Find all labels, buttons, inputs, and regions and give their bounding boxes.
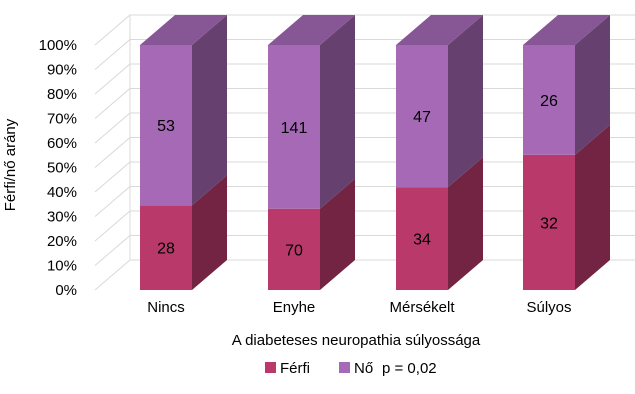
data-labels: 28 53 70 141 34 47 32 26 bbox=[157, 93, 558, 259]
y-tick-label: 60% bbox=[47, 135, 77, 152]
x-tick-label: Nincs bbox=[147, 299, 185, 316]
bar-side bbox=[192, 15, 227, 206]
bar-top bbox=[268, 15, 355, 45]
legend-swatch bbox=[339, 362, 350, 373]
data-label: 141 bbox=[281, 120, 308, 137]
bar bbox=[523, 154, 575, 290]
bar bbox=[140, 205, 192, 290]
bar bbox=[268, 45, 320, 209]
y-axis-ticks: 0% 10% 20% 30% 40% 50% 60% 70% 80% 90% 100% bbox=[39, 37, 77, 299]
bar-side bbox=[448, 157, 483, 290]
bars bbox=[140, 15, 610, 291]
bar bbox=[268, 208, 320, 290]
y-tick-label: 90% bbox=[47, 62, 77, 79]
x-axis-title: A diabeteses neuropathia súlyossága bbox=[232, 332, 481, 349]
y-tick-label: 100% bbox=[39, 37, 77, 54]
x-tick-label: Mérsékelt bbox=[389, 299, 455, 316]
y-axis-title: Férfi/nő arány bbox=[2, 118, 19, 211]
x-axis-ticks: Nincs Enyhe Mérsékelt Súlyos bbox=[147, 299, 571, 316]
bar-side bbox=[320, 15, 355, 209]
legend: Férfi Nő p = 0,02 bbox=[265, 360, 437, 377]
bar-side bbox=[192, 175, 227, 290]
bar-side bbox=[320, 178, 355, 290]
data-label: 47 bbox=[413, 109, 431, 126]
bar-side bbox=[448, 15, 483, 188]
bar-side bbox=[575, 15, 610, 155]
bar-top bbox=[396, 15, 483, 45]
data-label: 70 bbox=[285, 242, 303, 259]
bar bbox=[396, 187, 448, 290]
legend-label: Nő bbox=[354, 360, 373, 377]
y-tick-label: 20% bbox=[47, 233, 77, 250]
bar bbox=[523, 45, 575, 155]
legend-label: Férfi bbox=[280, 360, 310, 377]
y-tick-label: 50% bbox=[47, 160, 77, 177]
data-label: 26 bbox=[540, 93, 558, 110]
y-tick-label: 70% bbox=[47, 111, 77, 128]
y-tick-label: 30% bbox=[47, 209, 77, 226]
data-label: 53 bbox=[157, 118, 175, 135]
data-label: 32 bbox=[540, 215, 558, 232]
x-tick-label: Enyhe bbox=[273, 299, 316, 316]
y-tick-label: 0% bbox=[55, 282, 77, 299]
y-tick-label: 80% bbox=[47, 86, 77, 103]
data-label: 34 bbox=[413, 232, 431, 249]
legend-annotation: p = 0,02 bbox=[382, 360, 437, 377]
bar bbox=[396, 45, 448, 188]
bar-side bbox=[575, 124, 610, 291]
bar bbox=[140, 45, 192, 206]
data-label: 28 bbox=[157, 241, 175, 258]
x-tick-label: Súlyos bbox=[526, 299, 571, 316]
y-tick-label: 10% bbox=[47, 258, 77, 275]
legend-swatch bbox=[265, 362, 276, 373]
bar-top bbox=[523, 15, 610, 45]
bar-top bbox=[140, 15, 227, 45]
y-tick-label: 40% bbox=[47, 184, 77, 201]
